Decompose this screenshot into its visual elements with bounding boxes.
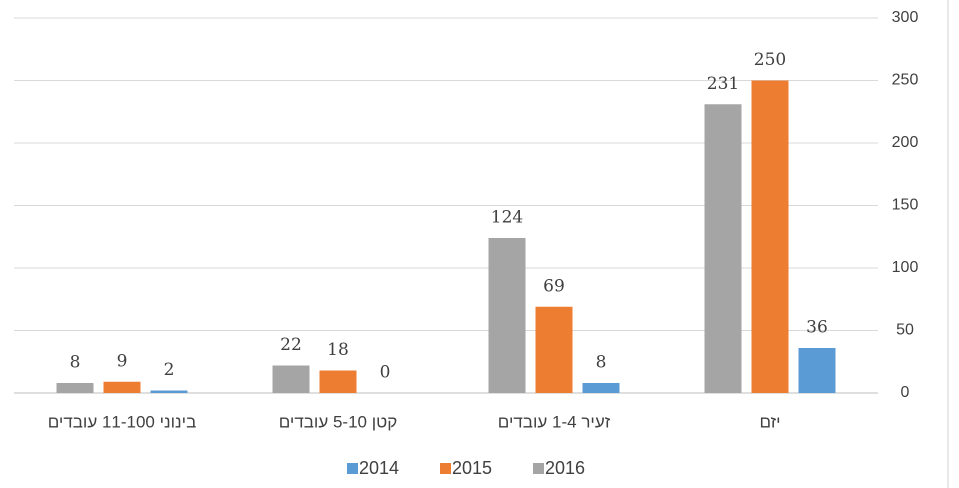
legend-label: 2016 (545, 458, 585, 478)
legend-swatch (347, 463, 358, 474)
bar (56, 383, 94, 393)
y-tick-label: 250 (892, 72, 919, 89)
data-label: 8 (596, 353, 607, 373)
data-label: 250 (754, 50, 786, 70)
legend-swatch (440, 463, 451, 474)
x-tick-label: בינוני 11-100 עובדים (48, 412, 197, 431)
bar (103, 381, 141, 393)
y-tick-label: 50 (896, 322, 914, 339)
data-label: 9 (117, 351, 128, 371)
legend-label: 2014 (359, 458, 399, 478)
bar (488, 238, 526, 393)
legend-label: 2015 (452, 458, 492, 478)
data-label: 69 (543, 276, 565, 296)
bar (798, 348, 836, 393)
bar (535, 306, 573, 393)
y-tick-label: 100 (892, 259, 919, 276)
bar (150, 390, 188, 393)
x-tick-label: קטן 5-10 עובדים (279, 412, 398, 431)
y-tick-label: 300 (892, 9, 919, 26)
x-tick-label: יזם (759, 412, 780, 431)
y-tick-label: 200 (892, 134, 919, 151)
bar (704, 104, 742, 393)
data-label: 8 (70, 353, 81, 373)
legend-swatch (533, 463, 544, 474)
data-label: 124 (491, 208, 523, 228)
y-tick-label: 150 (892, 197, 919, 214)
bar (272, 365, 310, 393)
data-label: 18 (327, 340, 349, 360)
y-tick-label: 0 (901, 384, 910, 401)
data-label: 2 (164, 360, 175, 380)
data-label: 0 (380, 363, 391, 383)
bar (582, 383, 620, 393)
bar (751, 80, 789, 393)
data-label: 231 (707, 74, 739, 94)
bar (319, 370, 357, 393)
data-label: 36 (806, 318, 828, 338)
data-label: 22 (280, 335, 302, 355)
x-tick-label: זעיר 1-4 עובדים (498, 412, 611, 431)
